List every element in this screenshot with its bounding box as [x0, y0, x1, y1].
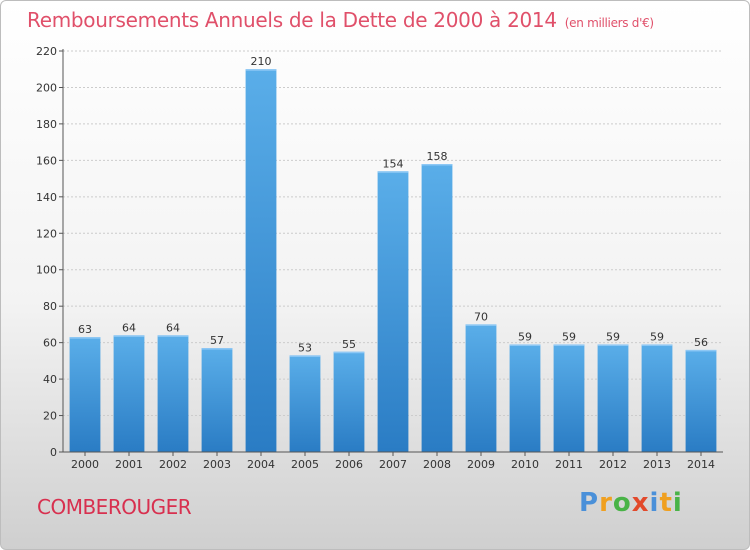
y-tick-label: 20: [43, 410, 57, 423]
bar-highlight: [685, 349, 717, 352]
bar-value-label: 59: [518, 330, 532, 343]
bar-value-label: 56: [694, 336, 708, 349]
bars: [69, 69, 717, 453]
bar-highlight: [157, 335, 189, 337]
bar: [597, 344, 629, 452]
x-tick-label: 2009: [467, 458, 495, 471]
bar: [465, 324, 497, 452]
bar-value-label: 53: [298, 341, 312, 354]
y-tick-label: 220: [36, 45, 57, 58]
x-tick-label: 2011: [555, 458, 583, 471]
bar-highlight: [333, 351, 365, 354]
x-tick-label: 2014: [687, 458, 715, 471]
y-tick-label: 200: [36, 81, 57, 94]
x-tick-label: 2002: [159, 458, 187, 471]
bar: [377, 171, 409, 453]
bar-highlight: [641, 344, 673, 346]
x-tick-label: 2010: [511, 458, 539, 471]
bar-highlight: [201, 348, 233, 350]
x-tick-label: 2004: [247, 458, 275, 471]
y-tick-label: 180: [36, 118, 57, 131]
bar: [421, 164, 453, 452]
bar-highlight: [377, 171, 409, 173]
x-tick-label: 2007: [379, 458, 407, 471]
bar-highlight: [421, 164, 453, 166]
x-tick-label: 2005: [291, 458, 319, 471]
bar: [157, 335, 189, 452]
bar-value-label: 158: [427, 150, 448, 163]
y-tick-label: 140: [36, 191, 57, 204]
proxiti-logo: Proxiti: [579, 488, 683, 518]
chart-unit: (en milliers d'€): [564, 16, 654, 30]
bar-value-label: 63: [78, 323, 92, 336]
bar: [69, 337, 101, 452]
y-tick-label: 80: [43, 300, 57, 313]
x-tick-label: 2013: [643, 458, 671, 471]
bar-value-label: 210: [251, 55, 272, 68]
bar-highlight: [289, 355, 321, 357]
bar-value-label: 64: [122, 321, 136, 334]
y-tick-label: 0: [50, 446, 57, 459]
bar: [553, 344, 585, 452]
x-tick-label: 2001: [115, 458, 143, 471]
y-tick-label: 120: [36, 227, 57, 240]
bar-highlight: [465, 324, 497, 326]
bar-value-label: 154: [383, 157, 404, 170]
bar-value-label: 59: [562, 330, 576, 343]
bar: [685, 349, 717, 452]
x-tick-label: 2003: [203, 458, 231, 471]
bar: [333, 351, 365, 452]
y-tick-label: 60: [43, 337, 57, 350]
x-tick-label: 2006: [335, 458, 363, 471]
bar-highlight: [509, 344, 541, 346]
axes: [59, 49, 723, 456]
bar-highlight: [597, 344, 629, 346]
bar-value-label: 70: [474, 310, 488, 323]
labels: 0 20 40 60 80 100 120 140 160 180 200 220 63 2000 64 20…: [36, 45, 715, 471]
bar: [289, 355, 321, 452]
commune-name: COMBEROUGER: [37, 495, 192, 519]
chart-title: Remboursements Annuels de la Dette de 20…: [27, 8, 654, 32]
bar-highlight: [553, 344, 585, 346]
bar-value-label: 55: [342, 338, 356, 351]
bar-value-label: 59: [606, 330, 620, 343]
bar-value-label: 64: [166, 321, 180, 334]
bar: [201, 348, 233, 452]
bar-highlight: [113, 335, 145, 337]
bar: [509, 344, 541, 452]
bar-highlight: [245, 69, 277, 71]
bar: [113, 335, 145, 452]
x-tick-label: 2008: [423, 458, 451, 471]
bar: [641, 344, 673, 452]
chart-title-text: Remboursements Annuels de la Dette de 20…: [27, 8, 557, 32]
x-tick-label: 2012: [599, 458, 627, 471]
y-tick-label: 100: [36, 264, 57, 277]
bar-highlight: [69, 337, 101, 339]
bar-value-label: 57: [210, 334, 224, 347]
x-tick-label: 2000: [71, 458, 99, 471]
y-tick-label: 40: [43, 373, 57, 386]
bar-value-label: 59: [650, 330, 664, 343]
y-tick-label: 160: [36, 154, 57, 167]
bar: [245, 69, 277, 453]
